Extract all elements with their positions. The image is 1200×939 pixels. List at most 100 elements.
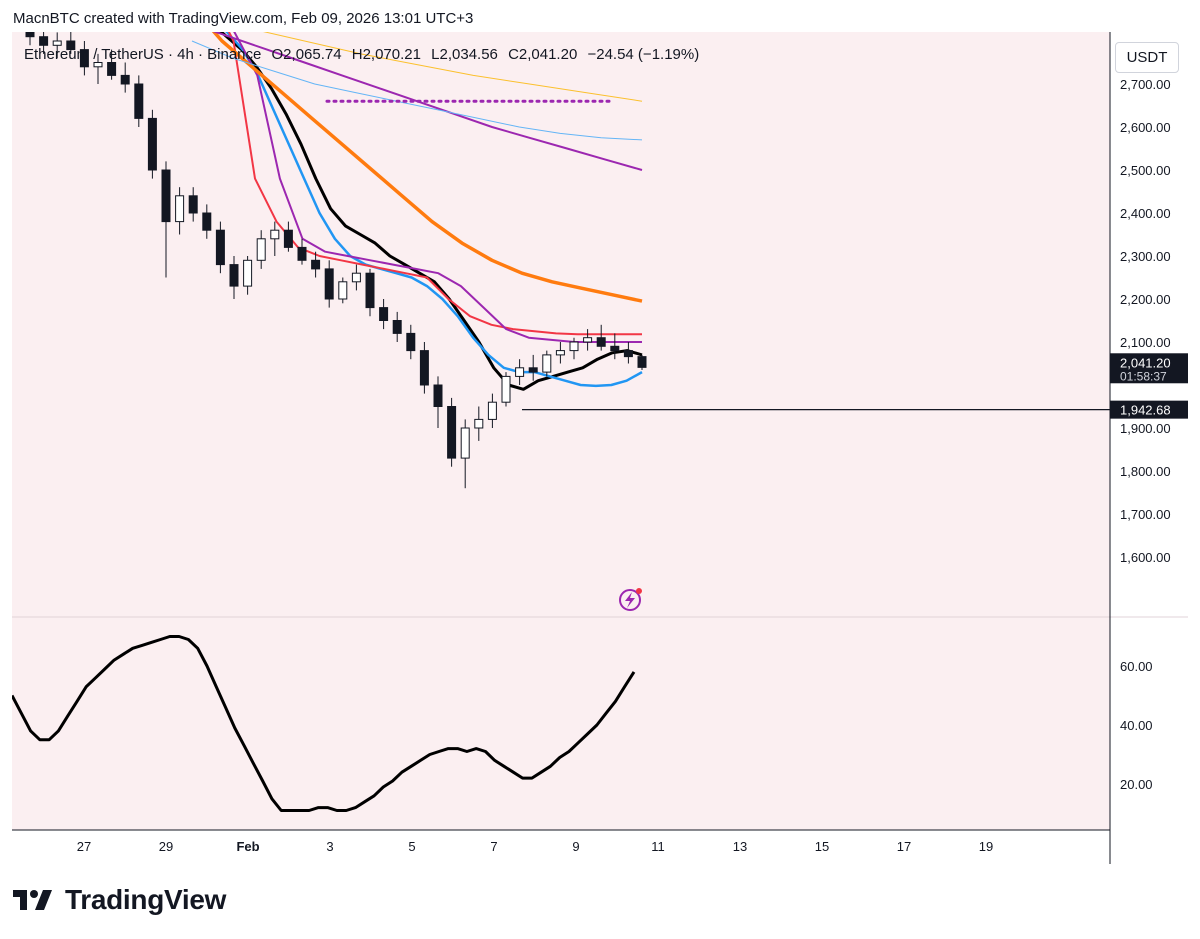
lightning-alert-icon (619, 588, 642, 611)
current-price-label: 2,041.20 (1120, 355, 1171, 370)
time-tick-label: 3 (326, 839, 333, 854)
candle-body (324, 268, 334, 300)
candle[interactable] (283, 221, 293, 252)
candle[interactable] (215, 221, 225, 274)
candle[interactable] (596, 324, 606, 351)
moving-average-line (191, 40, 643, 141)
candle-body (637, 356, 647, 368)
candle-body (460, 427, 470, 459)
candle[interactable] (583, 329, 593, 351)
candle[interactable] (297, 238, 307, 265)
candle[interactable] (487, 393, 497, 428)
candle[interactable] (447, 397, 457, 467)
countdown-label: 01:58:37 (1120, 369, 1167, 383)
candle[interactable] (243, 256, 253, 295)
candle[interactable] (147, 109, 157, 179)
candle[interactable] (161, 161, 171, 278)
candle-body (351, 272, 361, 283)
candle[interactable] (188, 187, 198, 222)
price-tick-label: 1,800.00 (1120, 464, 1171, 479)
candle[interactable] (338, 277, 348, 304)
price-tick-label: 2,200.00 (1120, 292, 1171, 307)
candle-body (610, 345, 620, 352)
oscillator-tick-label: 40.00 (1120, 718, 1153, 733)
low-value: L2,034.56 (431, 46, 498, 63)
price-tick-label: 2,400.00 (1120, 206, 1171, 221)
candle[interactable] (66, 32, 76, 54)
candle[interactable] (555, 342, 565, 364)
time-tick-label: 13 (733, 839, 747, 854)
candle[interactable] (365, 268, 375, 317)
candle-body (311, 259, 321, 270)
candle-body (338, 281, 348, 300)
candle[interactable] (474, 406, 484, 441)
candle-body (297, 246, 307, 261)
chart-frame[interactable]: 1,942.68 2,041.20 01:58:37 2,700.00 2,600.0… (10, 32, 1188, 864)
candle-body (243, 259, 253, 287)
candle[interactable] (25, 32, 35, 46)
candle[interactable] (39, 32, 49, 54)
candle[interactable] (311, 251, 321, 278)
tradingview-logo-icon (13, 890, 52, 910)
oscillator-tick-label: 60.00 (1120, 659, 1153, 674)
candle[interactable] (637, 354, 647, 370)
candle[interactable] (460, 419, 470, 489)
moving-average-line (227, 32, 642, 336)
candle-body (406, 332, 416, 352)
candle[interactable] (175, 187, 185, 235)
candle[interactable] (134, 75, 144, 127)
candle[interactable] (351, 264, 361, 291)
candle-body (39, 36, 49, 46)
price-tick-label: 1,600.00 (1120, 550, 1171, 565)
footer-brand: TradingView (13, 884, 226, 916)
candle[interactable] (120, 62, 130, 93)
close-value: C2,041.20 (508, 46, 578, 63)
candle-body (487, 401, 497, 420)
candle-body (419, 350, 429, 386)
time-tick-label: 9 (572, 839, 579, 854)
candle-body (202, 212, 212, 231)
candle[interactable] (93, 53, 103, 84)
candle-body (447, 406, 457, 459)
candle[interactable] (324, 260, 334, 308)
candle[interactable] (515, 359, 525, 385)
moving-average-line (224, 32, 643, 388)
candle-body (283, 229, 293, 248)
symbol-name[interactable]: Ethereum / TetherUS · 4h · Binance (24, 46, 262, 63)
candle-body (79, 49, 89, 68)
candle[interactable] (202, 204, 212, 239)
candle-body (501, 375, 511, 403)
currency-button[interactable]: USDT (1115, 42, 1179, 73)
candle-body (542, 354, 552, 373)
candle[interactable] (79, 41, 89, 76)
candle[interactable] (542, 350, 552, 377)
candle[interactable] (406, 324, 416, 360)
candle[interactable] (528, 354, 538, 381)
candle[interactable] (623, 342, 633, 364)
lightning-bolt (625, 592, 635, 608)
candle[interactable] (256, 230, 266, 269)
candle-body (52, 40, 62, 46)
candle-body (134, 83, 144, 119)
oscillator-tick-label: 20.00 (1120, 777, 1153, 792)
candle-body (474, 418, 484, 429)
candle[interactable] (52, 32, 62, 59)
candle[interactable] (107, 49, 117, 80)
candle[interactable] (392, 311, 402, 342)
candle[interactable] (419, 342, 429, 394)
candle[interactable] (433, 376, 443, 428)
candle[interactable] (379, 299, 389, 330)
candle[interactable] (569, 337, 579, 360)
candle[interactable] (229, 256, 239, 299)
candle[interactable] (501, 372, 511, 407)
price-tick-label: 2,600.00 (1120, 120, 1171, 135)
candle-body (379, 307, 389, 322)
notification-dot (636, 588, 642, 594)
candle-body (433, 384, 443, 407)
candle-body (270, 229, 280, 240)
high-value: H2,070.21 (351, 46, 421, 63)
candle[interactable] (270, 221, 280, 256)
candle[interactable] (610, 333, 620, 360)
time-tick-label: 15 (815, 839, 829, 854)
